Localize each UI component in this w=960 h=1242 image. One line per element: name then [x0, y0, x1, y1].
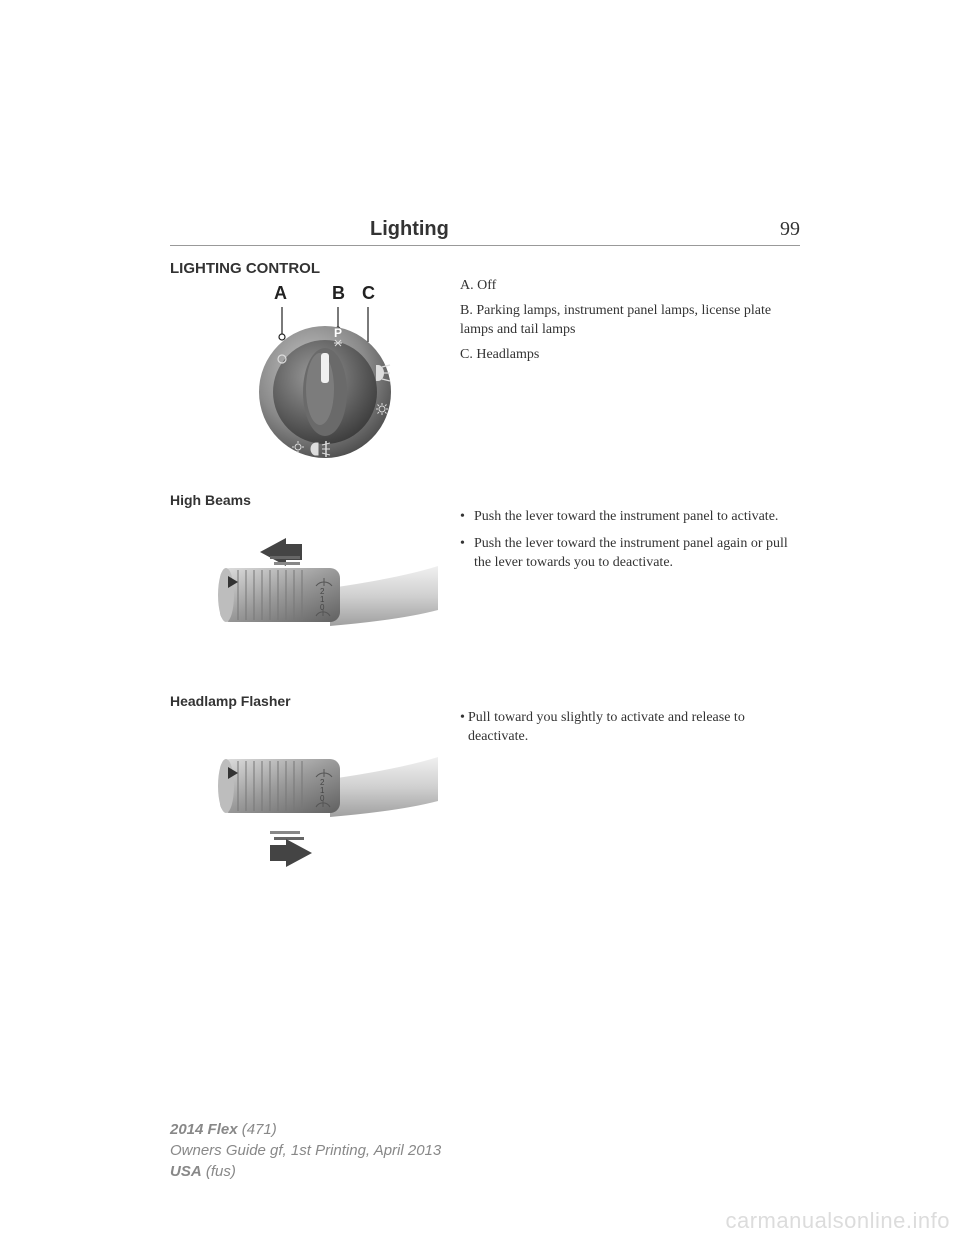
footer: 2014 Flex (471) Owners Guide gf, 1st Pri…	[170, 1119, 441, 1182]
page-header: Lighting 99	[170, 218, 800, 246]
page: Lighting 99 LIGHTING CONTROL	[0, 0, 960, 1242]
headlamp-flasher-bullet-1: Pull toward you slightly to activate and…	[460, 709, 800, 747]
high-beams-text: Push the lever toward the instrument pan…	[460, 508, 800, 673]
watermark: carmanualsonline.info	[725, 1208, 950, 1234]
high-beams-bullet-2: Push the lever toward the instrument pan…	[460, 535, 800, 573]
lever-push-icon: 2 1 0	[200, 518, 440, 668]
lighting-control-text: A. Off B. Parking lamps, instrument pane…	[460, 277, 800, 472]
lighting-item-c: C. Headlamps	[460, 346, 800, 365]
high-beams-row: 2 1 0 Push the lever toward	[170, 508, 800, 673]
lever-pull-icon: 2 1 0	[200, 739, 440, 899]
svg-text:C: C	[362, 283, 375, 303]
chapter-title: Lighting	[370, 218, 449, 241]
headlamp-flasher-bullets: Pull toward you slightly to activate and…	[460, 709, 800, 747]
lighting-dial-icon: A B C	[220, 277, 430, 467]
page-number: 99	[780, 218, 800, 241]
footer-line-3: USA (fus)	[170, 1161, 441, 1182]
footer-model: 2014 Flex	[170, 1121, 238, 1138]
lighting-item-b: B. Parking lamps, instrument panel lamps…	[460, 302, 800, 340]
headlamp-flasher-row: 2 1 0	[170, 709, 800, 904]
lighting-control-row: A B C	[170, 277, 800, 472]
footer-code: (471)	[238, 1121, 277, 1138]
footer-line-1: 2014 Flex (471)	[170, 1119, 441, 1140]
footer-region-code: (fus)	[202, 1163, 236, 1180]
section-high-beams-title: High Beams	[170, 492, 800, 508]
high-beams-figure: 2 1 0	[170, 508, 440, 673]
svg-text:B: B	[332, 283, 345, 303]
lighting-control-figure: A B C	[170, 277, 440, 472]
svg-text:P: P	[334, 326, 342, 340]
content-area: LIGHTING CONTROL A	[170, 260, 800, 924]
high-beams-bullets: Push the lever toward the instrument pan…	[460, 508, 800, 573]
svg-text:A: A	[274, 283, 287, 303]
section-lighting-control-title: LIGHTING CONTROL	[170, 260, 800, 277]
lighting-item-a: A. Off	[460, 277, 800, 296]
headlamp-flasher-text: Pull toward you slightly to activate and…	[460, 709, 800, 904]
high-beams-bullet-1: Push the lever toward the instrument pan…	[460, 508, 800, 527]
section-headlamp-flasher-title: Headlamp Flasher	[170, 693, 800, 709]
headlamp-flasher-figure: 2 1 0	[170, 709, 440, 904]
footer-line-2: Owners Guide gf, 1st Printing, April 201…	[170, 1140, 441, 1161]
footer-region: USA	[170, 1163, 202, 1180]
